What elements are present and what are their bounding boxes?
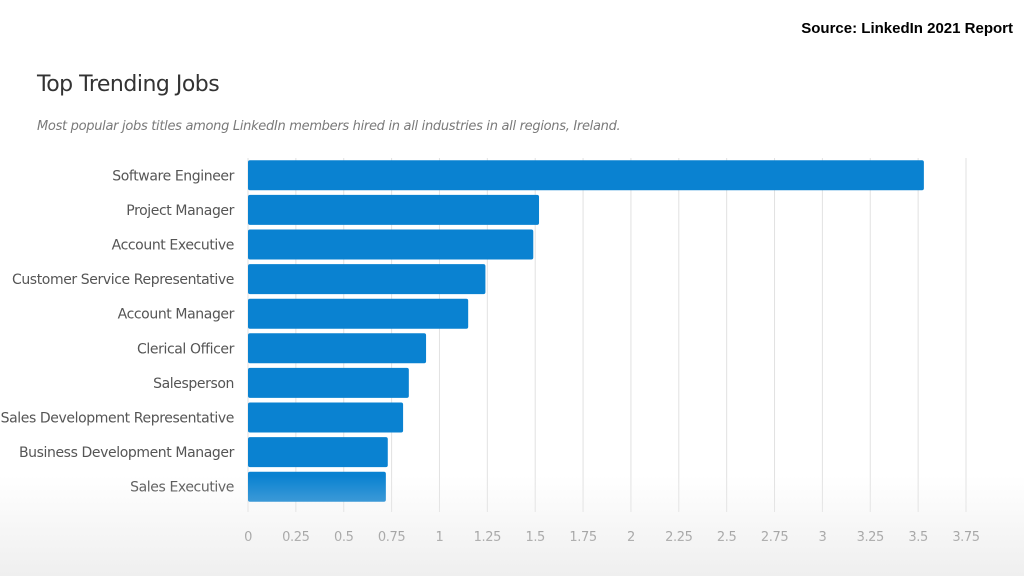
bar bbox=[248, 264, 486, 295]
chart-title: Top Trending Jobs bbox=[37, 72, 220, 97]
category-label: Clerical Officer bbox=[137, 341, 235, 357]
bar bbox=[248, 160, 924, 191]
category-label: Business Development Manager bbox=[19, 445, 235, 461]
bar bbox=[248, 437, 388, 468]
x-tick-label: 2.25 bbox=[665, 530, 692, 545]
source-note: Source: LinkedIn 2021 Report bbox=[801, 20, 1013, 37]
x-tick-label: 0.25 bbox=[282, 530, 309, 545]
x-tick-label: 3.5 bbox=[908, 530, 928, 545]
bar bbox=[248, 367, 409, 398]
category-label: Software Engineer bbox=[112, 168, 234, 184]
x-tick-label: 1.75 bbox=[569, 530, 596, 545]
chart-subtitle: Most popular jobs titles among LinkedIn … bbox=[37, 119, 621, 134]
category-label: Account Manager bbox=[118, 307, 235, 323]
x-tick-label: 3 bbox=[818, 530, 826, 545]
x-tick-label: 1.25 bbox=[474, 530, 501, 545]
x-tick-label: 3.75 bbox=[952, 530, 979, 545]
x-tick-label: 1.5 bbox=[525, 530, 545, 545]
x-tick-label: 0 bbox=[244, 530, 252, 545]
x-tick-label: 0.75 bbox=[378, 530, 405, 545]
x-axis-tick-labels: 0 0.25 0.5 0.75 1 1.25 1.5 1.75 2 2.25 2.5 2.75 3 3.2… bbox=[244, 530, 980, 545]
category-label: Project Manager bbox=[126, 203, 234, 219]
category-label: Salesperson bbox=[153, 376, 234, 392]
x-tick-label: 3.25 bbox=[857, 530, 884, 545]
bar bbox=[248, 229, 534, 260]
x-tick-label: 0.5 bbox=[334, 530, 354, 545]
bar bbox=[248, 333, 427, 364]
x-tick-label: 2.5 bbox=[717, 530, 737, 545]
x-tick-label: 2 bbox=[627, 530, 635, 545]
bar bbox=[248, 402, 404, 433]
category-labels: Software Engineer Project Manager Account … bbox=[1, 168, 235, 495]
category-label: Customer Service Representative bbox=[12, 272, 234, 288]
category-label: Sales Development Representative bbox=[1, 411, 234, 427]
bar bbox=[248, 471, 386, 502]
category-label: Sales Executive bbox=[130, 480, 234, 496]
bar bbox=[248, 194, 540, 225]
category-label: Account Executive bbox=[112, 238, 234, 254]
bar bbox=[248, 298, 469, 329]
x-tick-label: 1 bbox=[436, 530, 444, 545]
x-tick-label: 2.75 bbox=[761, 530, 788, 545]
